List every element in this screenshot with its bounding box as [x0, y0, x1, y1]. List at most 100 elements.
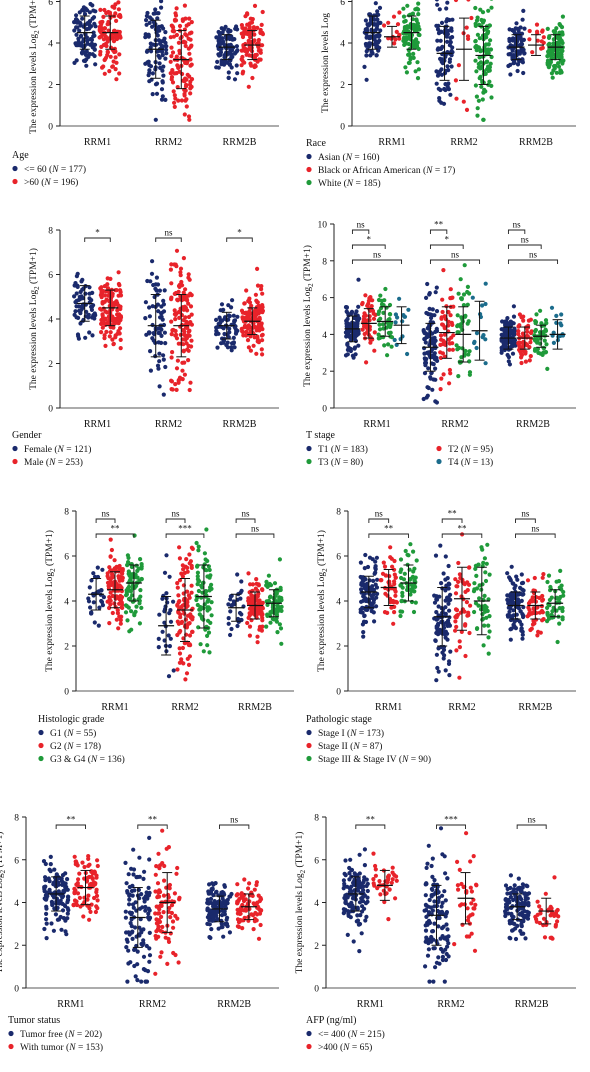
data-point — [92, 22, 96, 26]
data-point — [156, 309, 160, 313]
data-point — [178, 24, 182, 28]
x-tick-label: RRM2 — [450, 137, 477, 148]
data-point — [158, 289, 162, 293]
data-point — [163, 571, 167, 575]
data-point — [243, 908, 247, 912]
data-point — [78, 10, 82, 14]
data-point — [414, 601, 418, 605]
data-point — [228, 48, 232, 52]
data-point — [177, 41, 181, 45]
data-point — [551, 76, 555, 80]
data-point — [181, 661, 185, 665]
data-point — [509, 344, 513, 348]
data-point — [427, 980, 431, 984]
data-point — [552, 29, 556, 33]
data-point — [560, 584, 564, 588]
data-point — [473, 6, 477, 10]
legend-label-text: Stage I ( — [318, 728, 350, 739]
data-point — [431, 857, 435, 861]
data-point — [246, 32, 250, 36]
data-point — [411, 550, 415, 554]
data-point — [158, 61, 162, 65]
data-point — [527, 37, 531, 41]
data-point — [345, 343, 349, 347]
data-point — [138, 557, 142, 561]
data-point — [179, 572, 183, 576]
data-point — [520, 572, 524, 576]
data-point — [351, 354, 355, 358]
y-axis-title-main: The expression levels Log — [45, 572, 55, 672]
data-point — [88, 2, 92, 6]
data-point — [109, 34, 113, 38]
data-point — [72, 903, 76, 907]
legend-marker — [306, 180, 311, 185]
significance-label: * — [367, 235, 372, 245]
data-point — [416, 2, 420, 6]
data-point — [541, 576, 545, 580]
data-point — [279, 588, 283, 592]
significance-label: ns — [242, 509, 251, 519]
significance-label: ns — [451, 250, 460, 260]
data-point — [177, 960, 181, 964]
data-point — [404, 19, 408, 23]
significance-bracket: ns — [219, 815, 248, 830]
data-point — [235, 329, 239, 333]
data-point — [446, 68, 450, 72]
data-point — [147, 857, 151, 861]
data-point — [42, 927, 46, 931]
data-point — [458, 639, 462, 643]
data-point — [435, 653, 439, 657]
legend-marker — [12, 459, 17, 464]
data-point — [468, 349, 472, 353]
data-point — [245, 12, 249, 16]
y-tick-label: 2 — [314, 942, 319, 952]
data-point — [216, 332, 220, 336]
data-point — [228, 633, 232, 637]
data-point — [102, 336, 106, 340]
data-point — [81, 914, 85, 918]
data-point — [227, 313, 231, 317]
data-point — [447, 954, 451, 958]
data-point — [489, 0, 493, 1]
data-point — [453, 577, 457, 581]
data-point — [547, 617, 551, 621]
y-tick-label: 6 — [48, 271, 53, 281]
data-point — [167, 906, 171, 910]
data-point — [109, 55, 113, 59]
data-point — [363, 863, 367, 867]
data-point — [261, 10, 265, 14]
data-point — [148, 279, 152, 283]
data-point — [405, 553, 409, 557]
y-axis-title-unit: (TPM+1) — [28, 248, 39, 286]
data-point — [435, 309, 439, 313]
data-point — [459, 277, 463, 281]
legend-label: G1 (N = 55) — [50, 728, 96, 739]
y-tick-label: 4 — [314, 899, 319, 909]
data-point — [157, 359, 161, 363]
data-point — [432, 354, 436, 358]
data-point — [170, 355, 174, 359]
data-point — [526, 578, 530, 582]
points-layer — [342, 826, 561, 984]
data-point — [405, 70, 409, 74]
data-point — [486, 635, 490, 639]
data-point — [513, 620, 517, 624]
data-point — [363, 596, 367, 600]
data-point — [160, 69, 164, 73]
data-point — [455, 330, 459, 334]
data-point — [100, 568, 104, 572]
data-point — [114, 605, 118, 609]
y-tick-label: 6 — [322, 294, 327, 304]
data-point — [181, 342, 185, 346]
data-point — [203, 551, 207, 555]
y-tick-label: 6 — [64, 553, 69, 563]
data-point — [246, 902, 250, 906]
data-point — [475, 19, 479, 23]
data-point — [169, 296, 173, 300]
data-point — [75, 274, 79, 278]
data-point — [451, 348, 455, 352]
data-point — [171, 50, 175, 54]
data-point — [358, 900, 362, 904]
data-point — [80, 861, 84, 865]
